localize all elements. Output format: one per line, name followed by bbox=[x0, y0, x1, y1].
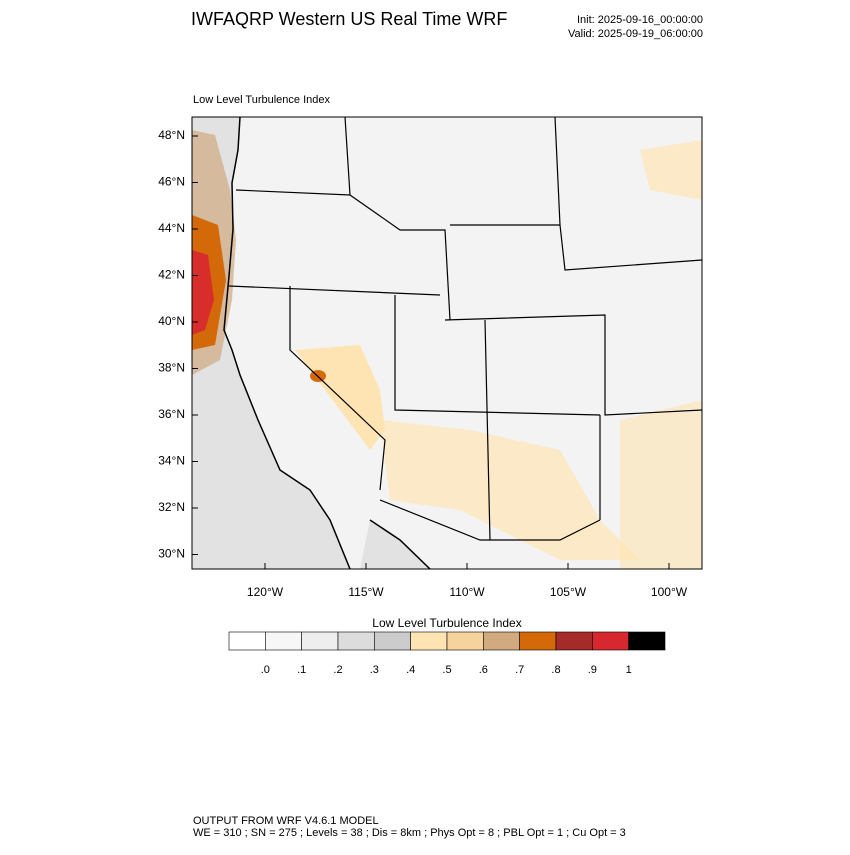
lat-label: 48°N bbox=[158, 128, 185, 142]
lon-axis: 120°W 115°W 110°W 105°W 100°W bbox=[247, 563, 688, 599]
colorbar-swatch bbox=[446, 631, 484, 651]
colorbar-swatch bbox=[301, 631, 339, 651]
lat-label: 36°N bbox=[158, 407, 185, 421]
coastline bbox=[223, 117, 431, 569]
colorbar-label: .9 bbox=[588, 664, 597, 676]
valid-time: Valid: 2025-09-19_06:00:00 bbox=[568, 28, 703, 40]
shade-texas bbox=[620, 400, 702, 569]
gulf bbox=[360, 520, 430, 569]
colorbar-swatch bbox=[374, 631, 411, 651]
footer-line: WE = 310 ; SN = 275 ; Levels = 38 ; Dis … bbox=[193, 827, 626, 839]
lon-label: 115°W bbox=[348, 585, 384, 599]
lat-label: 30°N bbox=[158, 547, 185, 561]
colorbar-swatch bbox=[483, 631, 520, 651]
lat-label: 40°N bbox=[158, 314, 185, 328]
colorbar-swatch bbox=[265, 631, 302, 651]
lat-label: 38°N bbox=[158, 361, 185, 375]
colorbar-swatch bbox=[410, 631, 448, 651]
shade-dakotas bbox=[640, 140, 702, 200]
lat-label: 34°N bbox=[158, 454, 185, 468]
colorbar-swatch bbox=[519, 631, 557, 651]
lat-label: 46°N bbox=[158, 175, 185, 189]
lat-label: 32°N bbox=[158, 500, 185, 514]
map-frame bbox=[191, 116, 703, 570]
colorbar-label: .3 bbox=[370, 664, 379, 676]
colorbar-swatch bbox=[555, 631, 593, 651]
colorbar-label: .5 bbox=[442, 664, 451, 676]
colorbar-label: .0 bbox=[261, 664, 270, 676]
colorbar-label: .7 bbox=[515, 664, 524, 676]
state-borders bbox=[228, 117, 702, 541]
title: IWFAQRP Western US Real Time WRF bbox=[191, 9, 507, 29]
shade-southwest bbox=[380, 420, 640, 560]
colorbar-label: .8 bbox=[551, 664, 560, 676]
lat-label: 44°N bbox=[158, 221, 185, 235]
lon-label: 105°W bbox=[550, 585, 587, 599]
lon-label: 110°W bbox=[449, 585, 485, 599]
colorbar-label: .1 bbox=[297, 664, 306, 676]
lat-axis: 48°N 46°N 44°N 42°N 40°N 38°N 36°N 34°N 32°N 30°N bbox=[158, 128, 198, 561]
colorbar-swatch bbox=[592, 631, 629, 651]
colorbar-label: 1 bbox=[626, 664, 632, 676]
colorbar-swatch bbox=[337, 631, 375, 651]
colorbar-swatch bbox=[228, 631, 266, 651]
map-subtitle: Low Level Turbulence Index bbox=[193, 94, 330, 106]
colorbar-swatch bbox=[628, 631, 666, 651]
lon-label: 100°W bbox=[651, 585, 688, 599]
lon-label: 120°W bbox=[247, 585, 284, 599]
footer-line: OUTPUT FROM WRF V4.6.1 MODEL bbox=[193, 815, 379, 827]
colorbar-title: Low Level Turbulence Index bbox=[372, 616, 521, 630]
colorbar: .0 .1 .2 .3 .4 .5 .6 .7 .8 .9 1 bbox=[228, 631, 666, 676]
colorbar-label: .4 bbox=[406, 664, 415, 676]
colorbar-label: .6 bbox=[479, 664, 488, 676]
lat-label: 42°N bbox=[158, 268, 185, 282]
map bbox=[191, 116, 703, 570]
init-time: Init: 2025-09-16_00:00:00 bbox=[577, 14, 703, 26]
colorbar-label: .2 bbox=[333, 664, 342, 676]
shade-red bbox=[192, 250, 214, 335]
